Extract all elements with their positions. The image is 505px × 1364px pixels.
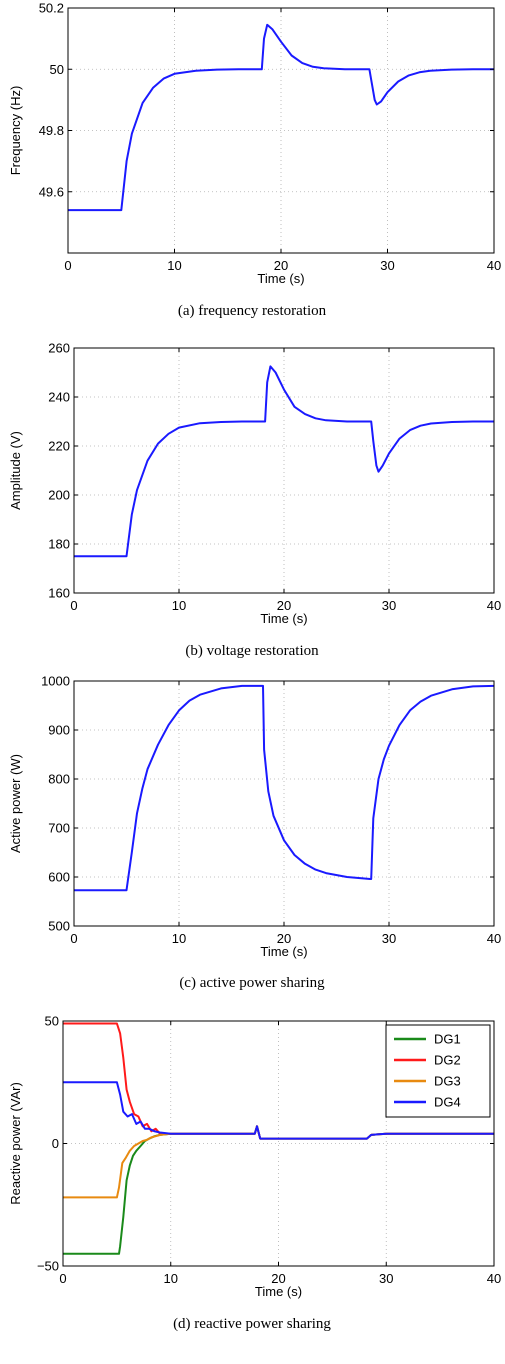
y-tick-label: 50.2	[39, 1, 64, 16]
x-tick-label: 40	[487, 258, 501, 273]
legend-label-dg4: DG4	[434, 1095, 461, 1110]
y-tick-label: 800	[48, 772, 70, 787]
series-line-0	[74, 365, 494, 558]
figure-caption: (a) frequency restoration	[178, 303, 327, 319]
chart-panel-0: 0 10 20 30 40 49.6 49.8 50 50.2 Time (s) Frequency…	[8, 1, 501, 320]
y-axis-label: Frequency (Hz)	[8, 86, 23, 176]
y-tick-label: 220	[48, 439, 70, 454]
y-tick-label: 900	[48, 723, 70, 738]
series-line-0	[68, 23, 494, 212]
figure-caption: (c) active power sharing	[179, 975, 325, 991]
x-tick-label: 30	[382, 598, 396, 613]
y-tick-label: −50	[37, 1259, 59, 1274]
y-tick-label: 160	[48, 586, 70, 601]
x-tick-label: 30	[379, 1271, 393, 1286]
x-tick-label: 0	[70, 598, 77, 613]
y-tick-label: 500	[48, 919, 70, 934]
chart-panel-2: 0 10 20 30 40 500 600 700 800 900 1000 Time (s) Acti…	[8, 674, 501, 992]
x-tick-label: 20	[271, 1271, 285, 1286]
y-tick-label: 0	[52, 1136, 59, 1151]
x-tick-label: 10	[172, 598, 186, 613]
x-tick-label: 0	[70, 931, 77, 946]
x-axis-label: Time (s)	[260, 611, 307, 626]
chart-panel-1: 0 10 20 30 40 160 180 200 220 240 260 Time (s) Ampli…	[8, 341, 501, 660]
y-tick-label: 700	[48, 821, 70, 836]
x-tick-label: 10	[167, 258, 181, 273]
x-axis-label: Time (s)	[260, 944, 307, 959]
legend-label-dg1: DG1	[434, 1032, 461, 1047]
y-tick-label: 49.6	[39, 184, 64, 199]
x-tick-label: 30	[382, 931, 396, 946]
figure-caption: (b) voltage restoration	[185, 643, 319, 659]
y-axis-label: Reactive power (VAr)	[8, 1082, 23, 1205]
x-tick-label: 40	[487, 1271, 501, 1286]
x-tick-label: 20	[277, 931, 291, 946]
y-axis-label: Amplitude (V)	[8, 431, 23, 510]
x-tick-label: 0	[64, 258, 71, 273]
x-tick-label: 0	[59, 1271, 66, 1286]
y-tick-label: 600	[48, 870, 70, 885]
x-tick-label: 20	[277, 598, 291, 613]
x-tick-label: 40	[487, 598, 501, 613]
legend: DG1 DG2 DG3 DG4	[385, 1024, 491, 1118]
x-tick-label: 30	[380, 258, 394, 273]
x-axis-label: Time (s)	[257, 271, 304, 286]
x-tick-label: 10	[172, 931, 186, 946]
y-axis-label: Active power (W)	[8, 754, 23, 853]
y-tick-label: 240	[48, 390, 70, 405]
y-tick-label: 200	[48, 488, 70, 503]
series-line-0	[74, 684, 495, 892]
y-tick-label: 260	[48, 341, 70, 356]
y-tick-label: 1000	[41, 674, 70, 689]
legend-label-dg2: DG2	[434, 1053, 461, 1068]
legend-label-dg3: DG3	[434, 1074, 461, 1089]
y-tick-label: 50	[50, 62, 64, 77]
x-tick-label: 10	[164, 1271, 178, 1286]
x-tick-label: 20	[274, 258, 288, 273]
y-tick-label: 50	[45, 1014, 59, 1029]
x-axis-label: Time (s)	[255, 1284, 302, 1299]
x-tick-label: 40	[487, 931, 501, 946]
series-line-dg4	[63, 1081, 494, 1140]
y-tick-label: 180	[48, 537, 70, 552]
figure-caption: (d) reactive power sharing	[173, 1316, 331, 1332]
y-tick-label: 49.8	[39, 123, 64, 138]
